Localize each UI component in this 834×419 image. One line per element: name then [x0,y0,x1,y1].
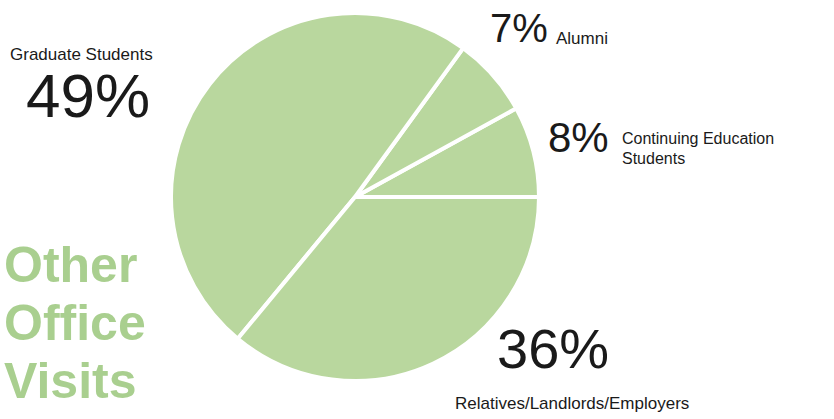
svg-text:8%: 8% [548,114,609,161]
svg-text:49%: 49% [26,61,150,130]
svg-text:Alumni: Alumni [556,29,608,48]
svg-text:7%: 7% [490,6,548,50]
svg-text:Continuing Education: Continuing Education [622,130,779,147]
svg-text:36%: 36% [497,317,609,380]
svg-text:Office: Office [4,295,146,351]
svg-text:Relatives/Landlords/Employers: Relatives/Landlords/Employers [455,394,689,413]
svg-text:Students: Students [622,150,685,167]
svg-text:Other: Other [4,237,137,293]
svg-text:Visits: Visits [4,353,137,409]
svg-text:Graduate Students: Graduate Students [10,45,153,64]
